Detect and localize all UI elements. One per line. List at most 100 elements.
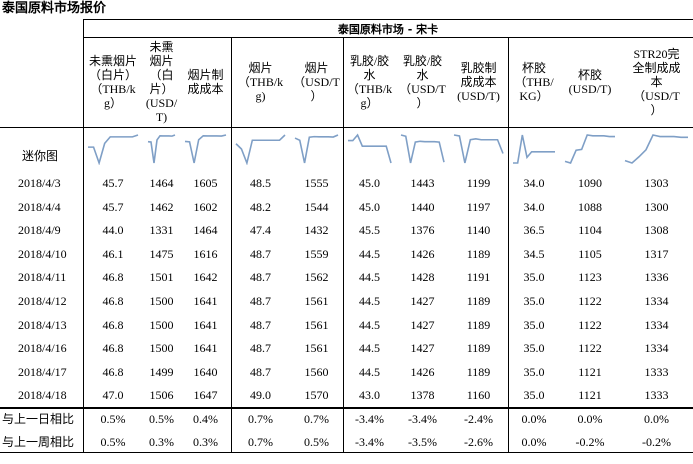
table-cell: 1426 [410,364,435,379]
table-cell: 48.5 [250,176,271,190]
table-cell: 46.8 [102,270,124,285]
grid-line [83,19,693,20]
table-cell: 48.2 [250,199,271,214]
summary-cell: 0.4% [193,412,218,426]
table-cell: 48.7 [250,246,271,261]
grid-line [231,37,232,452]
summary-cell: -3.4% [355,412,384,426]
grid-line [0,452,693,453]
table-cell: 1427 [410,317,435,332]
table-cell: 1426 [410,246,435,261]
table-cell: 35.0 [523,317,545,332]
table-cell: 35.0 [523,294,545,308]
table-cell: 1336 [644,270,669,285]
table-cell: 36.5 [523,223,545,238]
summary-cell: 0.0% [521,434,547,449]
table-cell: 44.5 [359,364,380,379]
table-cell: 47.0 [102,388,124,403]
column-header: 烟片 （THB/k g) [237,61,284,103]
row-date: 2018/4/3 [18,176,61,190]
table-cell: 1378 [410,388,435,403]
row-date: 2018/4/13 [18,317,67,332]
table-cell: 1122 [578,317,602,332]
row-date: 2018/4/11 [18,270,67,285]
table-cell: 1121 [578,388,602,403]
column-header: 杯胶 （THB/ KG） [514,61,554,103]
sparkline [147,134,176,164]
sparkline [88,134,139,165]
table-cell: 44.5 [359,294,380,308]
table-cell: 1088 [578,199,602,214]
sparkline-path [624,134,688,164]
sparkline-path [513,134,555,164]
table-cell: 1641 [193,294,218,308]
grid-line [83,19,84,37]
table-cell: 1333 [644,388,669,403]
table-cell: 1427 [410,341,435,356]
grid-line [0,127,693,128]
sparkline-path [147,134,176,164]
column-header: 乳胶/胶 水 （THB/k g） [346,54,393,110]
column-header: 未熏烟片 （白片） （THB/k g） [88,54,137,110]
price-table: 泰国原料市场 - 宋卡 未熏烟片 （白片） （THB/k g） 未熏 烟片 （白 … [0,19,693,464]
table-cell: 43.0 [359,388,380,403]
table-cell: 1333 [644,364,669,379]
table-cell: 49.0 [250,388,271,403]
row-date: 2018/4/12 [18,294,67,308]
summary-cell: -2.4% [464,412,493,426]
table-cell: 1562 [304,270,329,285]
table-cell: 1331 [149,223,174,238]
table-cell: 1641 [193,317,218,332]
table-cell: 1555 [304,176,329,190]
table-cell: 47.4 [250,223,271,238]
table-cell: 46.1 [102,246,124,261]
table-cell: 45.5 [359,223,380,238]
sparkline-path [235,134,286,165]
grid-line [0,407,693,409]
sparkline [235,134,286,165]
summary-cell: -3.4% [355,434,384,449]
sparkline-path [400,134,445,164]
summary-cell: -0.2% [575,434,605,449]
summary-cell: 0.7% [248,434,273,449]
column-header: 未熏 烟片 （白 片） (USD/ T) [145,40,178,124]
table-cell: 45.7 [102,176,124,190]
table-cell: 1428 [410,270,435,285]
table-cell: 1500 [149,317,174,332]
table-cell: 1376 [410,223,435,238]
sparkline-path [184,134,227,164]
table-cell: 46.8 [102,317,124,332]
table-cell: 1189 [466,294,491,308]
summary-cell: -3.4% [408,412,437,426]
table-cell: 1334 [644,294,669,308]
table-cell: 1122 [578,294,602,308]
table-cell: 1544 [304,199,329,214]
row-date: 2018/4/9 [18,223,61,238]
sparkline-path [453,134,504,164]
column-header: 杯胶 (USD/T) [568,68,612,96]
table-cell: 1500 [149,294,174,308]
sparkline-path [294,134,339,164]
summary-cell: -0.2% [642,434,671,449]
table-cell: 44.5 [359,341,380,356]
table-cell: 1616 [193,246,218,261]
table-cell: 1561 [304,317,329,332]
table-cell: 48.7 [250,364,271,379]
row-date: 2018/4/18 [18,388,67,403]
row-date: 2018/4/16 [18,341,67,356]
sparkline [184,134,227,164]
table-cell: 46.8 [102,294,124,308]
table-cell: 46.8 [102,341,124,356]
table-cell: 1501 [149,270,174,285]
column-header: STR20完 全制成成 本 （USD/T ） [632,47,681,117]
table-cell: 1160 [466,388,491,403]
summary-label: 与上一周相比 [2,434,75,449]
sparkline [564,134,615,164]
table-cell: 1334 [644,341,669,356]
table-cell: 1506 [149,388,174,403]
table-cell: 45.0 [359,199,380,214]
table-cell: 45.0 [359,176,380,190]
grid-line [83,37,693,38]
table-cell: 1104 [578,223,602,238]
table-cell: 1199 [466,176,491,190]
